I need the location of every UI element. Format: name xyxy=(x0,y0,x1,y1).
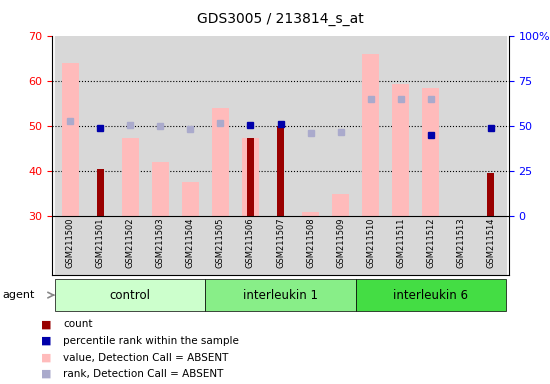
Text: control: control xyxy=(110,289,151,301)
Bar xyxy=(356,279,506,311)
Bar xyxy=(266,36,295,275)
Text: GSM211500: GSM211500 xyxy=(66,217,75,268)
Text: ■: ■ xyxy=(41,369,52,379)
Text: GSM211512: GSM211512 xyxy=(426,217,435,268)
Bar xyxy=(362,55,379,216)
Text: percentile rank within the sample: percentile rank within the sample xyxy=(63,336,239,346)
Bar xyxy=(302,212,319,216)
Text: GSM211504: GSM211504 xyxy=(186,217,195,268)
Bar xyxy=(242,137,258,216)
Bar xyxy=(175,36,205,275)
Bar xyxy=(97,169,104,216)
Bar xyxy=(392,84,409,216)
Bar xyxy=(386,36,416,275)
Bar xyxy=(476,36,506,275)
Bar xyxy=(85,36,116,275)
Text: ■: ■ xyxy=(41,319,52,329)
Text: GSM211509: GSM211509 xyxy=(336,217,345,268)
Text: interleukin 6: interleukin 6 xyxy=(393,289,468,301)
Bar xyxy=(247,137,254,216)
Bar xyxy=(62,63,79,216)
Text: ■: ■ xyxy=(41,353,52,362)
Bar xyxy=(152,162,169,216)
Text: GSM211506: GSM211506 xyxy=(246,217,255,268)
Bar xyxy=(55,279,205,311)
Text: GSM211501: GSM211501 xyxy=(96,217,105,268)
Text: GDS3005 / 213814_s_at: GDS3005 / 213814_s_at xyxy=(197,12,364,25)
Bar xyxy=(145,36,175,275)
Bar xyxy=(55,36,85,275)
Text: value, Detection Call = ABSENT: value, Detection Call = ABSENT xyxy=(63,353,229,362)
Bar xyxy=(295,36,326,275)
Text: agent: agent xyxy=(2,290,35,300)
Text: ■: ■ xyxy=(41,336,52,346)
Text: GSM211510: GSM211510 xyxy=(366,217,375,268)
Text: GSM211507: GSM211507 xyxy=(276,217,285,268)
Bar xyxy=(326,36,356,275)
Bar xyxy=(487,174,494,216)
Bar xyxy=(116,36,145,275)
Bar xyxy=(277,126,284,216)
Bar xyxy=(235,36,266,275)
Text: GSM211513: GSM211513 xyxy=(456,217,465,268)
Bar xyxy=(205,36,235,275)
Bar xyxy=(205,279,356,311)
Bar xyxy=(356,36,386,275)
Text: interleukin 1: interleukin 1 xyxy=(243,289,318,301)
Bar xyxy=(212,108,229,216)
Text: GSM211502: GSM211502 xyxy=(126,217,135,268)
Text: GSM211511: GSM211511 xyxy=(396,217,405,268)
Text: GSM211505: GSM211505 xyxy=(216,217,225,268)
Bar xyxy=(446,36,476,275)
Text: GSM211508: GSM211508 xyxy=(306,217,315,268)
Bar xyxy=(182,182,199,216)
Text: rank, Detection Call = ABSENT: rank, Detection Call = ABSENT xyxy=(63,369,224,379)
Text: GSM211503: GSM211503 xyxy=(156,217,165,268)
Bar xyxy=(122,137,139,216)
Bar xyxy=(416,36,446,275)
Bar xyxy=(422,88,439,216)
Bar xyxy=(332,194,349,216)
Text: GSM211514: GSM211514 xyxy=(486,217,495,268)
Text: count: count xyxy=(63,319,93,329)
